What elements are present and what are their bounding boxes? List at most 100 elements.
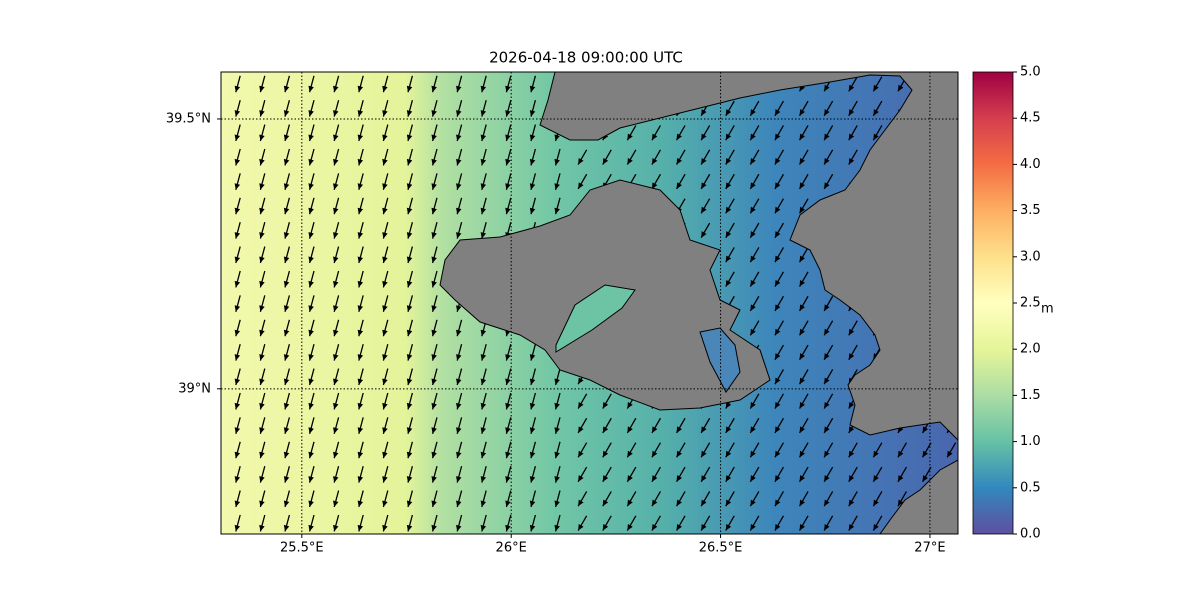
arrow-head bbox=[431, 280, 437, 288]
arrow-head bbox=[848, 499, 855, 507]
arrow-head bbox=[431, 476, 437, 483]
arrow-head bbox=[676, 426, 682, 433]
arrow-head bbox=[602, 523, 609, 531]
arrow-head bbox=[283, 500, 290, 508]
arrow-head bbox=[406, 232, 413, 239]
colorbar-tick-label: 4.0 bbox=[1020, 157, 1041, 172]
arrow-head bbox=[873, 499, 879, 507]
arrow-head bbox=[651, 475, 658, 482]
arrow-head bbox=[283, 158, 290, 166]
arrow-head bbox=[750, 523, 756, 531]
arrow-head bbox=[406, 305, 413, 312]
arrow-head bbox=[824, 182, 830, 189]
arrow-head bbox=[357, 280, 364, 288]
arrow-head bbox=[308, 305, 314, 312]
arrow-head bbox=[529, 451, 536, 459]
arrow-head bbox=[627, 450, 633, 458]
arrow-head bbox=[750, 475, 756, 482]
arrow-head bbox=[431, 134, 437, 142]
arrow-head bbox=[774, 255, 781, 263]
arrow-head bbox=[308, 158, 314, 166]
arrow-head bbox=[505, 207, 511, 215]
arrow-head bbox=[774, 377, 781, 385]
arrow-head bbox=[873, 133, 879, 141]
arrow-head bbox=[357, 476, 364, 483]
arrow-head bbox=[897, 450, 904, 458]
arrow-head bbox=[505, 85, 511, 93]
arrow-head bbox=[774, 523, 781, 531]
arrow-head bbox=[283, 232, 290, 239]
arrow-head bbox=[333, 427, 339, 434]
arrow-head bbox=[382, 158, 388, 166]
y-tick-label: 39°N bbox=[178, 381, 211, 396]
arrow-head bbox=[529, 500, 536, 508]
arrow-head bbox=[333, 158, 339, 166]
arrow-head bbox=[456, 329, 462, 337]
arrow-head bbox=[578, 157, 584, 165]
arrow-head bbox=[234, 305, 241, 312]
arrow-head bbox=[308, 354, 314, 361]
arrow-head bbox=[259, 183, 265, 190]
arrow-head bbox=[357, 378, 364, 386]
arrow-head bbox=[431, 232, 437, 239]
arrow-head bbox=[873, 84, 879, 92]
colorbar-tick-label: 4.5 bbox=[1020, 111, 1041, 126]
arrow-head bbox=[602, 401, 609, 409]
arrow-head bbox=[357, 427, 364, 434]
arrow-head bbox=[308, 280, 314, 288]
arrow-head bbox=[602, 157, 609, 165]
arrow-head bbox=[848, 401, 855, 409]
arrow-head bbox=[750, 231, 756, 238]
arrow-head bbox=[406, 158, 413, 166]
arrow-head bbox=[701, 523, 707, 531]
arrow-head bbox=[480, 402, 487, 410]
arrow-head bbox=[873, 109, 879, 116]
arrow-head bbox=[578, 499, 584, 507]
arrow-head bbox=[283, 134, 290, 142]
arrow-head bbox=[848, 328, 855, 336]
arrow-head bbox=[308, 134, 314, 142]
arrow-head bbox=[234, 329, 241, 337]
arrow-head bbox=[676, 157, 682, 165]
arrow-head bbox=[406, 329, 413, 337]
arrow-head bbox=[505, 476, 511, 483]
arrow-head bbox=[406, 402, 413, 410]
arrow-head bbox=[725, 109, 732, 116]
arrow-head bbox=[725, 182, 732, 189]
arrow-head bbox=[554, 402, 560, 410]
arrow-head bbox=[406, 524, 413, 532]
arrow-head bbox=[234, 427, 241, 434]
arrow-head bbox=[922, 426, 928, 433]
arrow-head bbox=[308, 476, 314, 483]
arrow-head bbox=[333, 134, 339, 142]
arrow-head bbox=[824, 133, 830, 141]
arrow-head bbox=[480, 524, 487, 532]
arrow-head bbox=[308, 402, 314, 410]
arrow-head bbox=[308, 500, 314, 508]
arrow-head bbox=[308, 524, 314, 532]
arrow-head bbox=[799, 377, 805, 385]
arrow-head bbox=[480, 207, 487, 215]
arrow-head bbox=[725, 426, 732, 433]
arrow-head bbox=[505, 158, 511, 166]
arrow-head bbox=[259, 378, 265, 386]
arrow-head bbox=[824, 523, 830, 531]
arrow-head bbox=[431, 378, 437, 386]
arrow-head bbox=[333, 378, 339, 386]
arrow-head bbox=[283, 305, 290, 312]
arrow-head bbox=[848, 475, 855, 482]
arrow-head bbox=[774, 450, 781, 458]
arrow-head bbox=[824, 426, 830, 433]
arrow-head bbox=[824, 304, 830, 311]
arrow-head bbox=[456, 134, 462, 142]
arrow-head bbox=[259, 158, 265, 166]
arrow-head bbox=[627, 157, 633, 165]
arrow-head bbox=[333, 451, 339, 459]
arrow-head bbox=[308, 232, 314, 239]
arrow-head bbox=[431, 451, 437, 459]
arrow-head bbox=[283, 110, 290, 117]
arrow-head bbox=[480, 232, 487, 239]
arrow-head bbox=[480, 451, 487, 459]
arrow-head bbox=[799, 182, 805, 189]
arrow-head bbox=[578, 523, 584, 531]
